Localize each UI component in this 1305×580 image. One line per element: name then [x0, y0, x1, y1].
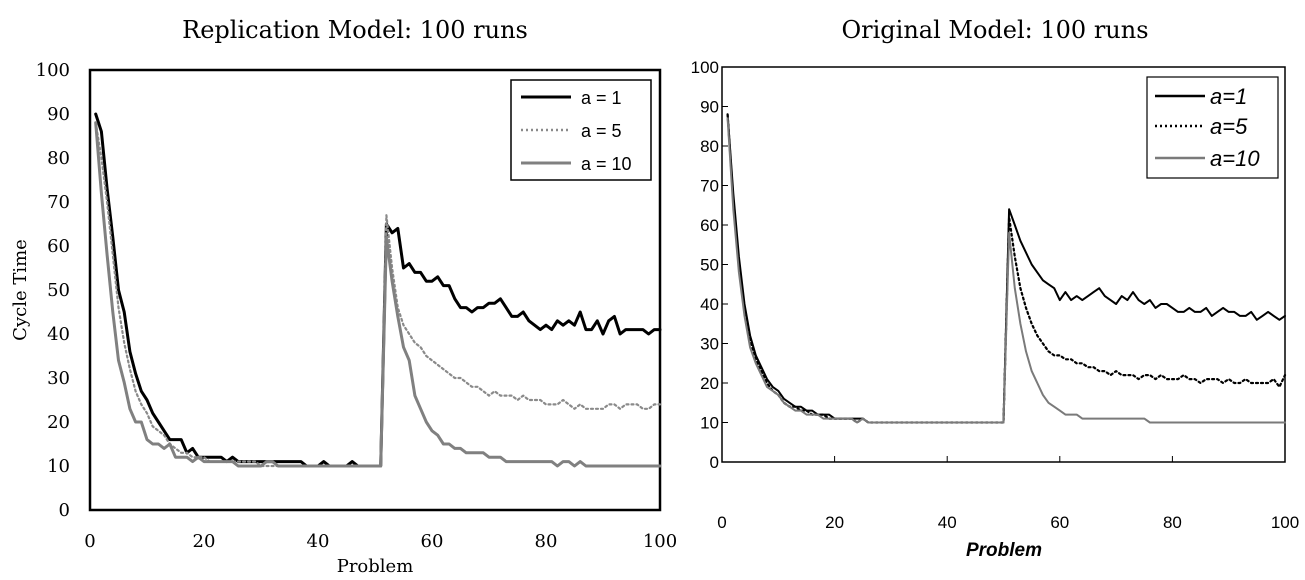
y-tick-label: 40: [47, 324, 70, 345]
x-axis-ticks: 0 20 40 60 80 100: [84, 531, 677, 552]
y-tick-label: 70: [47, 192, 70, 213]
y-tick-label: 10: [700, 414, 719, 433]
x-tick-label: 20: [825, 513, 844, 532]
x-tick-label: 100: [643, 531, 677, 552]
y-tick-label: 50: [47, 280, 70, 301]
x-tick-label: 60: [421, 531, 444, 552]
series-lines: [726, 113, 1287, 424]
y-tick-label: 80: [700, 137, 719, 156]
chart-title: Replication Model: 100 runs: [182, 16, 528, 44]
x-axis-ticks: 0 20 40 60 80 100: [717, 456, 1299, 532]
legend: a=1 a=5 a=10: [1146, 76, 1279, 179]
legend-label-a10: a = 10: [581, 154, 632, 174]
y-tick-label: 100: [691, 58, 719, 77]
legend-label-a1: a=1: [1210, 84, 1247, 109]
y-tick-label: 30: [700, 335, 719, 354]
x-tick-label: 80: [535, 531, 558, 552]
y-tick-label: 10: [47, 456, 70, 477]
y-tick-label: 70: [700, 177, 719, 196]
y-tick-label: 20: [700, 374, 719, 393]
y-tick-label: 20: [47, 412, 70, 433]
legend: a = 1 a = 5 a = 10: [510, 79, 652, 181]
x-axis-label: Problem: [337, 556, 414, 577]
y-tick-label: 50: [700, 256, 719, 275]
y-tick-label: 60: [700, 216, 719, 235]
y-tick-label: 90: [47, 104, 70, 125]
series-lines: [94, 112, 662, 468]
y-axis-label: Cycle Time: [10, 239, 31, 341]
legend-box: [1146, 76, 1279, 179]
legend-label-a1: a = 1: [581, 88, 622, 108]
legend-label-a10: a=10: [1210, 146, 1260, 171]
y-tick-label: 30: [47, 368, 70, 389]
series-line-a10: [94, 121, 662, 468]
series-line-a10: [726, 117, 1286, 424]
x-tick-label: 0: [84, 531, 95, 552]
x-tick-label: 40: [307, 531, 330, 552]
x-tick-label: 100: [1271, 513, 1299, 532]
x-tick-label: 0: [717, 513, 726, 532]
legend-label-a5: a = 5: [581, 121, 622, 141]
y-tick-label: 80: [47, 148, 70, 169]
original-model-chart: Original Model: 100 runs 0 10 20 30 40 50 60 70…: [691, 16, 1300, 561]
legend-label-a5: a=5: [1210, 114, 1248, 139]
y-axis-ticks: 0 10 20 30 40 50 60 70 80 90 100: [691, 58, 728, 472]
plot-frame: [88, 68, 662, 512]
x-tick-label: 40: [938, 513, 957, 532]
x-tick-label: 60: [1050, 513, 1069, 532]
y-tick-label: 40: [700, 295, 719, 314]
replication-model-chart: Replication Model: 100 runs 0 10 20 30 40 50 6…: [10, 16, 677, 577]
y-tick-label: 0: [710, 453, 719, 472]
chart-title: Original Model: 100 runs: [841, 16, 1148, 44]
y-tick-label: 0: [59, 500, 70, 521]
x-axis-label: Problem: [966, 540, 1042, 561]
y-tick-label: 60: [47, 236, 70, 257]
y-tick-label: 100: [36, 60, 70, 81]
x-tick-label: 80: [1163, 513, 1182, 532]
y-axis-ticks: 0 10 20 30 40 50 60 70 80 90 100: [36, 60, 70, 521]
y-tick-label: 90: [700, 98, 719, 117]
x-tick-label: 20: [193, 531, 216, 552]
